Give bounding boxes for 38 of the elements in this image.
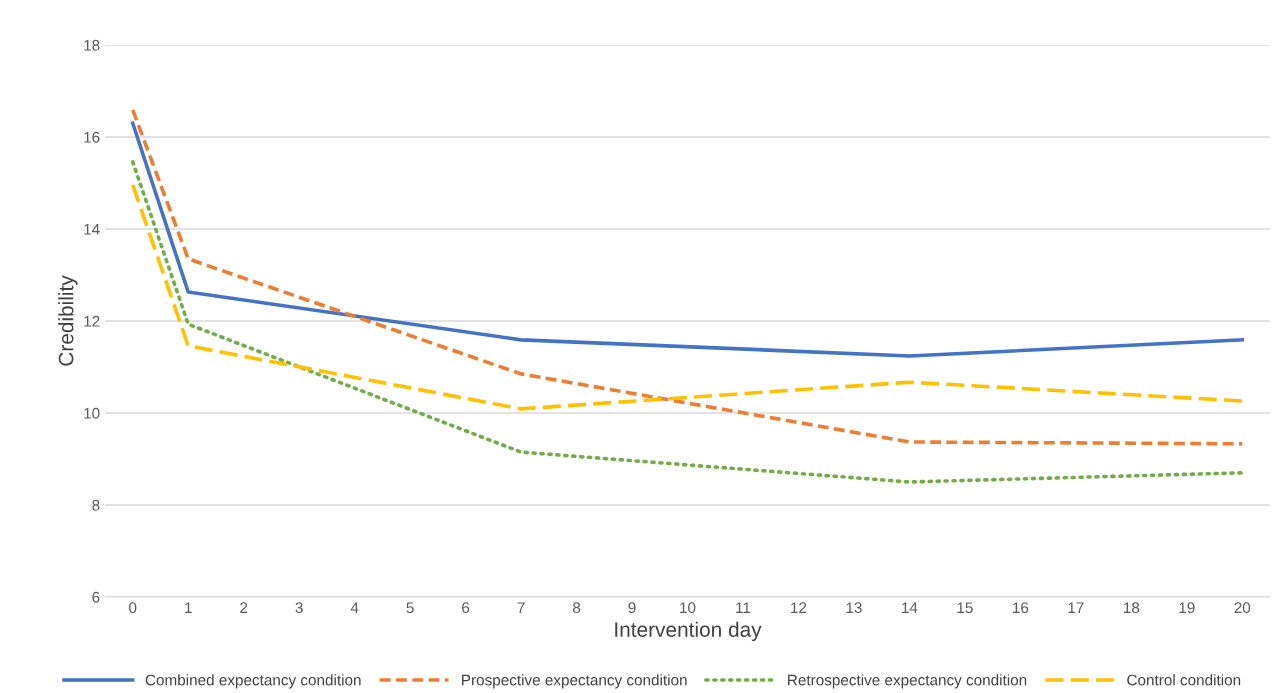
x-tick-label: 3 <box>295 602 303 614</box>
y-tick-label: 18 <box>84 39 100 51</box>
x-tick-label: 14 <box>902 602 918 613</box>
y-tick-label: 10 <box>84 407 100 419</box>
legend-label: Prospective expectancy condition <box>462 674 687 689</box>
x-tick-label: 11 <box>736 602 751 613</box>
x-tick-label: 9 <box>628 602 636 614</box>
y-tick-label: 14 <box>84 224 100 235</box>
x-tick-label: 6 <box>462 602 470 614</box>
x-tick-label: 2 <box>240 602 248 613</box>
x-tick-label: 15 <box>957 602 973 614</box>
x-tick-label: 18 <box>1123 602 1140 614</box>
x-tick-label: 7 <box>517 602 525 613</box>
line-series <box>130 183 1245 411</box>
y-axis-title: Credibility <box>58 275 78 366</box>
x-tick-label: 0 <box>129 602 137 614</box>
y-tick-label: 8 <box>92 499 100 511</box>
x-tick-label: 12 <box>791 602 807 613</box>
y-tick-label: 16 <box>84 131 100 143</box>
x-tick-label: 8 <box>572 602 581 614</box>
x-tick-label: 4 <box>350 602 359 613</box>
x-tick-label: 13 <box>846 602 862 614</box>
legend-label: Retrospective expectancy condition <box>788 674 1027 689</box>
line-series <box>130 108 1245 446</box>
x-tick-label: 16 <box>1013 602 1029 614</box>
x-tick-label: 20 <box>1234 602 1251 614</box>
x-tick-label: 19 <box>1179 602 1195 614</box>
legend-label: Control condition <box>1127 674 1241 686</box>
legend-label: Combined expectancy condition <box>145 674 361 689</box>
x-axis-title: Intervention day <box>615 621 762 642</box>
x-tick-label: 10 <box>680 602 696 614</box>
x-tick-label: 1 <box>185 602 192 613</box>
y-tick-label: 6 <box>92 591 100 603</box>
line-series <box>130 160 1245 484</box>
x-tick-label: 5 <box>406 602 414 614</box>
x-tick-label: 17 <box>1068 602 1084 613</box>
line-series <box>130 121 1245 358</box>
y-tick-label: 12 <box>84 315 100 327</box>
